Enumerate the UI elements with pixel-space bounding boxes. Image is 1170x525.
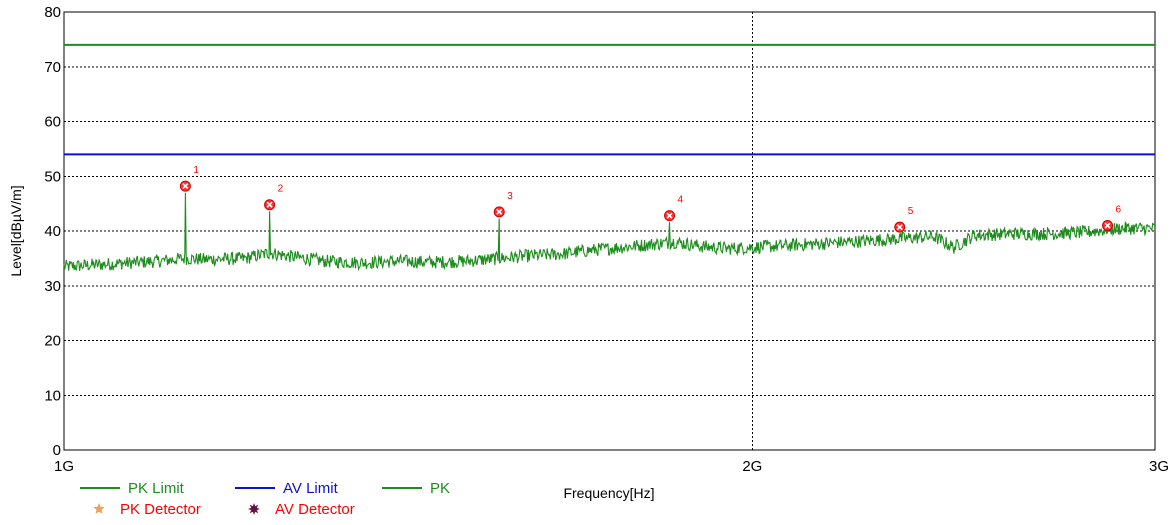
marker-cross — [896, 224, 903, 231]
grid-lines — [64, 12, 1155, 450]
y-tick-label: 30 — [44, 278, 61, 295]
legend: PK Limit AV Limit PK PK Detector AV Detector — [80, 480, 450, 518]
legend-item: PK Detector — [93, 501, 201, 518]
marker-label: 6 — [1116, 205, 1122, 216]
marker-5: 5 — [894, 206, 914, 233]
y-tick-label: 60 — [44, 114, 61, 131]
marker-6: 6 — [1102, 205, 1122, 232]
marker-cross — [1104, 222, 1111, 229]
pk-trace — [63, 192, 1156, 271]
y-tick-label: 50 — [44, 168, 61, 185]
legend-label: PK Limit — [128, 480, 185, 497]
marker-3: 3 — [493, 191, 513, 218]
legend-item: AV Limit — [235, 480, 339, 497]
legend-label: PK Detector — [120, 501, 201, 518]
legend-star-icon — [93, 503, 105, 514]
x-tick-label: 2G — [742, 458, 762, 475]
marker-1: 1 — [179, 165, 199, 192]
marker-4: 4 — [664, 195, 684, 222]
marker-cross — [182, 183, 189, 190]
legend-label: AV Detector — [275, 501, 355, 518]
y-tick-labels: 0 10 20 30 40 50 60 70 80 — [44, 4, 61, 459]
marker-label: 4 — [678, 195, 684, 206]
legend-label: AV Limit — [283, 480, 339, 497]
legend-label: PK — [430, 480, 450, 497]
limit-lines — [64, 43, 1155, 156]
y-tick-label: 70 — [44, 59, 61, 76]
legend-item: AV Detector — [248, 501, 355, 518]
y-tick-label: 0 — [53, 442, 61, 459]
x-tick-label: 1G — [54, 458, 74, 475]
x-tick-label: 3G — [1149, 458, 1169, 475]
marker-cross — [266, 201, 273, 208]
y-tick-label: 80 — [44, 4, 61, 21]
y-tick-label: 40 — [44, 223, 61, 240]
marker-label: 5 — [908, 206, 914, 217]
marker-label: 1 — [193, 165, 199, 176]
y-tick-label: 10 — [44, 387, 61, 404]
legend-item: PK Limit — [80, 480, 185, 497]
legend-star-icon — [248, 503, 260, 515]
marker-cross — [496, 208, 503, 215]
x-tick-labels: 1G 2G 3G — [54, 458, 1169, 475]
marker-2: 2 — [264, 184, 284, 211]
legend-item: PK — [382, 480, 450, 497]
y-tick-label: 20 — [44, 333, 61, 350]
marker-cross — [666, 212, 673, 219]
x-axis-title: Frequency[Hz] — [563, 485, 654, 501]
marker-layer: 1 2 3 4 5 6 — [179, 165, 1122, 233]
marker-label: 2 — [278, 184, 284, 195]
y-axis-title: Level[dBµV/m] — [8, 185, 24, 276]
marker-label: 3 — [507, 191, 513, 202]
series-layer — [63, 192, 1156, 271]
